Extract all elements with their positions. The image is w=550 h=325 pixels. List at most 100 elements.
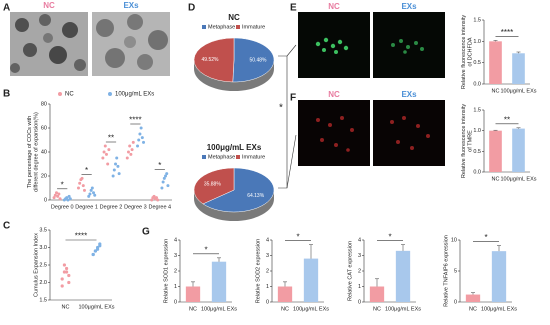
- micrograph-nc: [10, 12, 88, 76]
- pie-slice: [202, 167, 275, 213]
- legend-label: Immature: [242, 24, 265, 30]
- y-tick-label: 0: [266, 299, 269, 305]
- y-tick-label: 0.5: [473, 60, 481, 66]
- x-tick-label: Degree 3: [124, 204, 147, 210]
- x-tick-label: NC: [62, 304, 70, 310]
- dot: [91, 252, 95, 257]
- y-tick-label: 0.0: [473, 81, 481, 87]
- y-tick-label: 4: [358, 237, 361, 243]
- dot: [128, 144, 132, 148]
- x-tick-label: 100μg/mL EXs: [293, 306, 329, 312]
- bar: [395, 250, 411, 302]
- y-tick-label: 40: [41, 149, 47, 155]
- x-tick-label: 100μg/mL EXs: [201, 306, 237, 312]
- bar: [185, 286, 201, 302]
- panel-letter: E: [290, 3, 297, 14]
- dot: [107, 148, 111, 152]
- dot: [60, 277, 64, 281]
- dot: [137, 138, 141, 142]
- pie-title: 100μg/mL EXs: [207, 143, 262, 152]
- dot: [90, 186, 94, 190]
- significance: *: [388, 232, 391, 241]
- dot: [65, 270, 69, 274]
- dot: [142, 140, 146, 144]
- y-tick-label: 1: [174, 284, 177, 290]
- y-tick-label: 80: [41, 101, 47, 107]
- dot: [60, 284, 64, 288]
- dot: [62, 263, 66, 267]
- panel-letter: D: [188, 3, 195, 14]
- bar: [512, 53, 525, 84]
- y-tick-label: 1.5: [39, 297, 47, 303]
- dot: [140, 136, 144, 140]
- dot: [66, 198, 70, 202]
- dot: [166, 184, 170, 188]
- panel-letter: A: [3, 3, 10, 14]
- y-tick-label: 1.5: [473, 107, 481, 113]
- bar: [369, 286, 385, 302]
- bar: [303, 258, 319, 302]
- dot: [111, 174, 115, 178]
- y-tick-label: 3: [174, 253, 177, 259]
- significance: *: [85, 166, 88, 175]
- value-label: 35.88%: [204, 182, 222, 188]
- y-axis-label: of DCHFDA: [467, 37, 473, 66]
- y-tick-label: 2: [266, 268, 269, 274]
- connector: [286, 44, 297, 57]
- bar: [465, 294, 481, 302]
- image-label: EXs: [401, 90, 417, 99]
- legend-label: Immature: [242, 154, 265, 160]
- dot: [106, 162, 110, 166]
- x-tick-label: 100μg/mL EXs: [481, 306, 517, 312]
- x-tick-label: NC: [373, 306, 381, 312]
- x-tick-label: NC: [492, 88, 500, 94]
- y-tick-label: 0: [358, 299, 361, 305]
- dot: [87, 194, 91, 198]
- x-tick-label: Degree 2: [100, 204, 123, 210]
- dot: [112, 168, 116, 172]
- y-tick-label: 0: [174, 299, 177, 305]
- dot: [78, 181, 82, 185]
- y-tick-label: 4: [266, 237, 269, 243]
- micrograph-exs: [92, 12, 170, 76]
- y-tick-label: 1.0: [473, 39, 481, 45]
- dot: [150, 198, 154, 202]
- image-label: NC: [328, 90, 340, 99]
- pie-slice: [232, 37, 275, 83]
- significance: **: [108, 134, 114, 143]
- dot: [102, 150, 106, 154]
- y-axis-label: Relative TNFAIP6 expression: [443, 235, 449, 307]
- x-tick-label: NC: [492, 176, 500, 182]
- dot: [54, 191, 58, 195]
- x-tick-label: NC: [469, 306, 477, 312]
- dot: [101, 156, 105, 160]
- dot: [82, 188, 86, 192]
- legend-label: Metaphase: [208, 154, 235, 160]
- dot: [92, 191, 96, 195]
- dot: [65, 196, 69, 200]
- dot: [165, 172, 169, 176]
- legend-label: Metaphase: [208, 24, 235, 30]
- dot: [76, 186, 80, 190]
- y-axis-label: different degree of expansion(%): [33, 112, 39, 192]
- dot: [139, 126, 143, 130]
- dot: [93, 249, 97, 253]
- dot: [130, 148, 134, 152]
- y-axis-label: Relative fluorescence intensity: [461, 15, 467, 90]
- bar: [277, 286, 293, 302]
- y-tick-label: 3.0: [39, 245, 47, 251]
- significance: ****: [501, 28, 513, 37]
- dot: [126, 150, 130, 154]
- dot: [160, 186, 164, 190]
- x-tick-label: Degree 1: [75, 204, 98, 210]
- dot: [56, 194, 60, 198]
- dot: [131, 140, 135, 144]
- dot: [138, 132, 142, 136]
- y-tick-label: 60: [41, 125, 47, 131]
- value-label: 64.13%: [247, 193, 265, 199]
- dot: [67, 280, 71, 285]
- y-axis-label: of TMRE: [467, 130, 473, 152]
- legend-swatch: [236, 155, 240, 159]
- pie-slice: [193, 167, 235, 205]
- fluorescence-green: [298, 12, 445, 78]
